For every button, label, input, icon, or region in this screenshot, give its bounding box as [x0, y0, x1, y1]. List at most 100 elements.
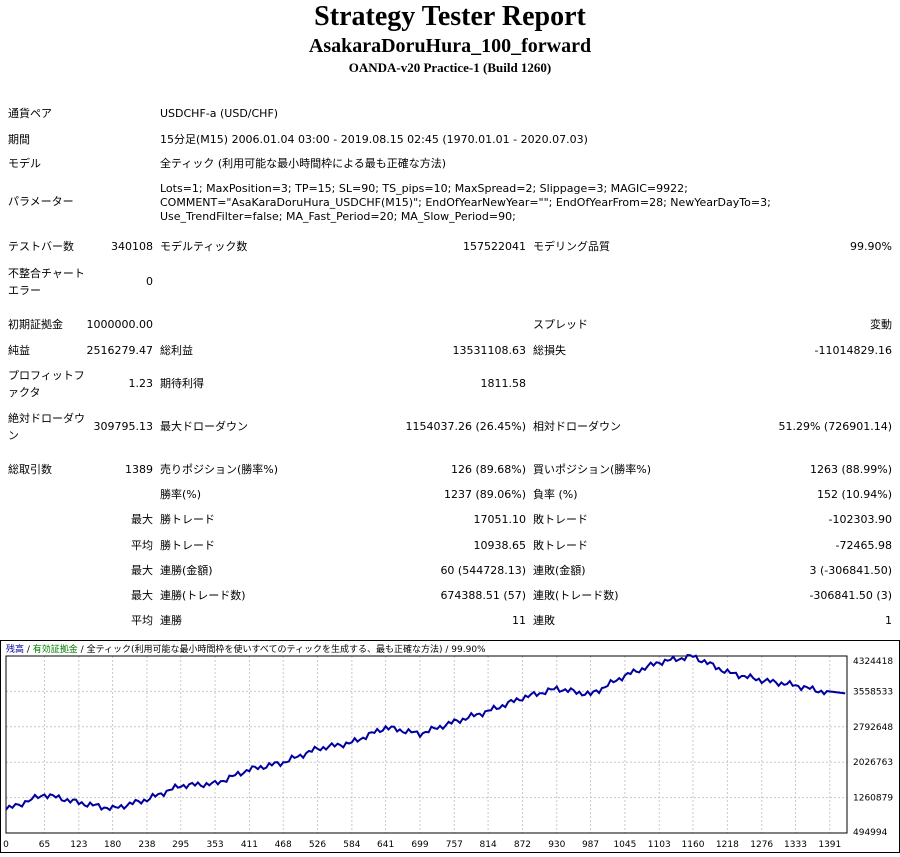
mismatch-label: 不整合チャートエラー	[8, 267, 85, 297]
legend-model: 全ティック(利用可能な最小時間枠を使いすべてのティックを生成する、最も正確な方法…	[87, 643, 443, 655]
y-tick-label: 2792648	[853, 723, 893, 733]
cons-loss-cnt-value: -306841.50 (3)	[809, 589, 892, 602]
rel-dd-label: 相対ドローダウン	[533, 420, 621, 433]
pair-label: 通貨ペア	[8, 107, 52, 120]
bars-value: 340108	[111, 240, 153, 253]
bars-label: テストバー数	[8, 240, 74, 253]
x-tick-label: 180	[104, 840, 121, 850]
winrate-label: 勝率(%)	[160, 488, 202, 501]
x-tick-label: 411	[241, 840, 258, 850]
x-tick-label: 757	[446, 840, 463, 850]
cons-loss-value: 1	[885, 614, 892, 627]
legend-balance: 残高	[6, 643, 24, 655]
balance-chart: 4324418 3558533 2792648 2026763 1260879 49499…	[0, 640, 900, 853]
pair-value: USDCHF-a (USD/CHF)	[160, 107, 279, 120]
params-label: パラメーター	[8, 195, 74, 208]
y-axis: 4324418 3558533 2792648 2026763 1260879 49499…	[853, 657, 893, 838]
gross-loss-value: -11014829.16	[814, 344, 892, 357]
x-tick-label: 123	[70, 840, 87, 850]
chart-outer-frame	[0, 640, 900, 853]
pf-value: 1.23	[128, 377, 154, 390]
ticks-value: 157522041	[463, 240, 526, 253]
x-tick-label: 0	[3, 840, 9, 850]
y-tick-label: 494994	[853, 828, 888, 838]
expected-label: 期待利得	[160, 377, 204, 390]
x-tick-label: 1276	[750, 840, 773, 850]
cons-loss-label: 連敗	[533, 614, 555, 627]
y-tick-label: 4324418	[853, 657, 893, 667]
total-trades-value: 1389	[125, 463, 153, 476]
y-tick-label: 2026763	[853, 758, 893, 768]
max-win-trade-value: 17051.10	[473, 513, 527, 526]
gross-profit-value: 13531108.63	[452, 344, 526, 357]
cons-win-cnt-value: 674388.51 (57)	[440, 589, 526, 602]
gross-loss-label: 総損失	[533, 344, 566, 357]
balance-chart-svg: 4324418 3558533 2792648 2026763 1260879 49499…	[0, 640, 900, 853]
avg-win-trade-label: 勝トレード	[160, 539, 215, 552]
cons-win-label: 連勝	[160, 614, 182, 627]
x-tick-label: 1333	[784, 840, 807, 850]
long-value: 1263 (88.99%)	[809, 463, 892, 476]
x-tick-label: 1218	[716, 840, 739, 850]
avg-label: 平均	[131, 539, 153, 552]
x-tick-label: 987	[582, 840, 599, 850]
x-tick-label: 468	[275, 840, 292, 850]
x-tick-label: 353	[206, 840, 223, 850]
max-label-2: 最大	[131, 564, 153, 577]
quality-value: 99.90%	[850, 240, 892, 253]
x-tick-label: 1045	[613, 840, 636, 850]
avg-label-2: 平均	[131, 614, 153, 627]
max-loss-trade-label: 敗トレード	[533, 513, 588, 526]
net-value: 2516279.47	[86, 344, 153, 357]
cons-loss-cnt-label: 連敗(トレード数)	[533, 589, 619, 602]
winrate-value: 1237 (89.06%)	[443, 488, 526, 501]
ticks-label: モデルティック数	[160, 240, 248, 253]
expected-value: 1811.58	[480, 377, 527, 390]
legend-equity: 有効証拠金	[33, 643, 78, 655]
x-tick-label: 584	[343, 840, 360, 850]
report-title: Strategy Tester Report	[314, 1, 586, 32]
x-tick-label: 641	[377, 840, 394, 850]
x-axis: 0 65 123 180 238 295 353 411 468 526 584 641 699 757 8…	[3, 840, 841, 850]
lossrate-value: 152 (10.94%)	[816, 488, 892, 501]
legend-quality: / 99.90%	[443, 645, 487, 655]
mismatch-value: 0	[146, 275, 153, 288]
x-tick-label: 699	[411, 840, 428, 850]
max-label: 最大	[131, 513, 153, 526]
avg-win-trade-value: 10938.65	[473, 539, 527, 552]
expert-name: AsakaraDoruHura_100_forward	[308, 35, 592, 57]
chart-legend: 残高 / 有効証拠金 / 全ティック(利用可能な最小時間枠を使いすべてのティック…	[6, 643, 486, 655]
abs-dd-label: 絶対ドローダウン	[8, 412, 85, 442]
cons-win-cnt-label: 連勝(トレード数)	[160, 589, 246, 602]
x-tick-label: 238	[138, 840, 155, 850]
spread-value: 変動	[870, 318, 892, 331]
x-tick-label: 526	[309, 840, 326, 850]
spread-label: スプレッド	[533, 318, 588, 331]
net-label: 純益	[8, 344, 30, 357]
total-trades-label: 総取引数	[8, 463, 52, 476]
deposit-value: 1000000.00	[86, 318, 153, 331]
avg-loss-trade-label: 敗トレード	[533, 539, 588, 552]
x-tick-label: 295	[172, 840, 189, 850]
chart-grid	[5, 655, 847, 834]
max-win-trade-label: 勝トレード	[160, 513, 215, 526]
period-label: 期間	[8, 133, 30, 146]
y-tick-label: 1260879	[853, 794, 893, 804]
max-loss-trade-value: -102303.90	[828, 513, 892, 526]
long-label: 買いポジション(勝率%)	[533, 463, 652, 476]
x-tick-label: 1160	[682, 840, 705, 850]
model-label: モデル	[8, 157, 41, 170]
cons-loss-amt-value: 3 (-306841.50)	[809, 564, 892, 577]
params-value: Lots=1; MaxPosition=3; TP=15; SL=90; TS_…	[160, 182, 771, 223]
x-tick-label: 1103	[648, 840, 671, 850]
cons-win-value: 11	[512, 614, 526, 627]
x-tick-label: 814	[480, 840, 497, 850]
max-label-3: 最大	[131, 589, 153, 602]
x-tick-label: 65	[39, 840, 50, 850]
rel-dd-value: 51.29% (726901.14)	[778, 420, 892, 433]
cons-win-amt-label: 連勝(金額)	[160, 564, 213, 577]
cons-win-amt-value: 60 (544728.13)	[440, 564, 526, 577]
avg-loss-trade-value: -72465.98	[835, 539, 892, 552]
short-value: 126 (89.68%)	[450, 463, 526, 476]
balance-series-line	[5, 653, 846, 812]
